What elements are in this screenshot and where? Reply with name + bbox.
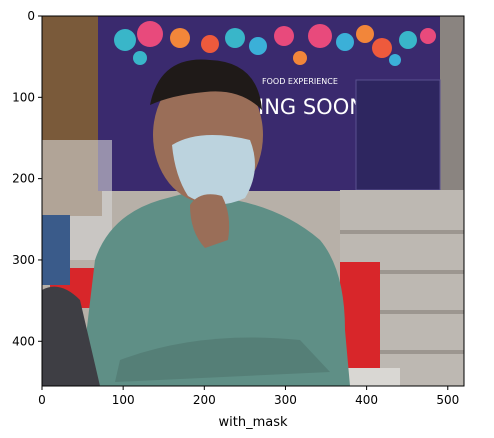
- y-axis: 0 100 200 300 400: [12, 9, 42, 348]
- banner-line2: ING SOON: [258, 95, 365, 119]
- person-shirt: [80, 192, 350, 386]
- x-tick-label: 400: [355, 393, 378, 407]
- y-tick-label: 100: [12, 90, 35, 104]
- photo: FOOD EXPERIENCE ING SOON: [42, 16, 464, 386]
- banner-line1: FOOD EXPERIENCE: [262, 77, 338, 86]
- y-tick-label: 0: [27, 9, 35, 23]
- x-tick-label: 200: [193, 393, 216, 407]
- axes-frame: [41, 15, 465, 387]
- x-tick-label: 100: [112, 393, 135, 407]
- y-tick-label: 300: [12, 253, 35, 267]
- x-tick-label: 500: [436, 393, 459, 407]
- x-tick-label: 0: [38, 393, 46, 407]
- x-axis: 0 100 200 300 400 500: [38, 386, 459, 407]
- face-mask: [172, 135, 255, 205]
- y-tick-label: 200: [12, 172, 35, 186]
- x-tick-label: 300: [274, 393, 297, 407]
- person-hand: [190, 194, 230, 248]
- balloon-pattern: [114, 21, 436, 66]
- x-axis-title: with_mask: [218, 415, 287, 430]
- y-tick-label: 400: [12, 334, 35, 348]
